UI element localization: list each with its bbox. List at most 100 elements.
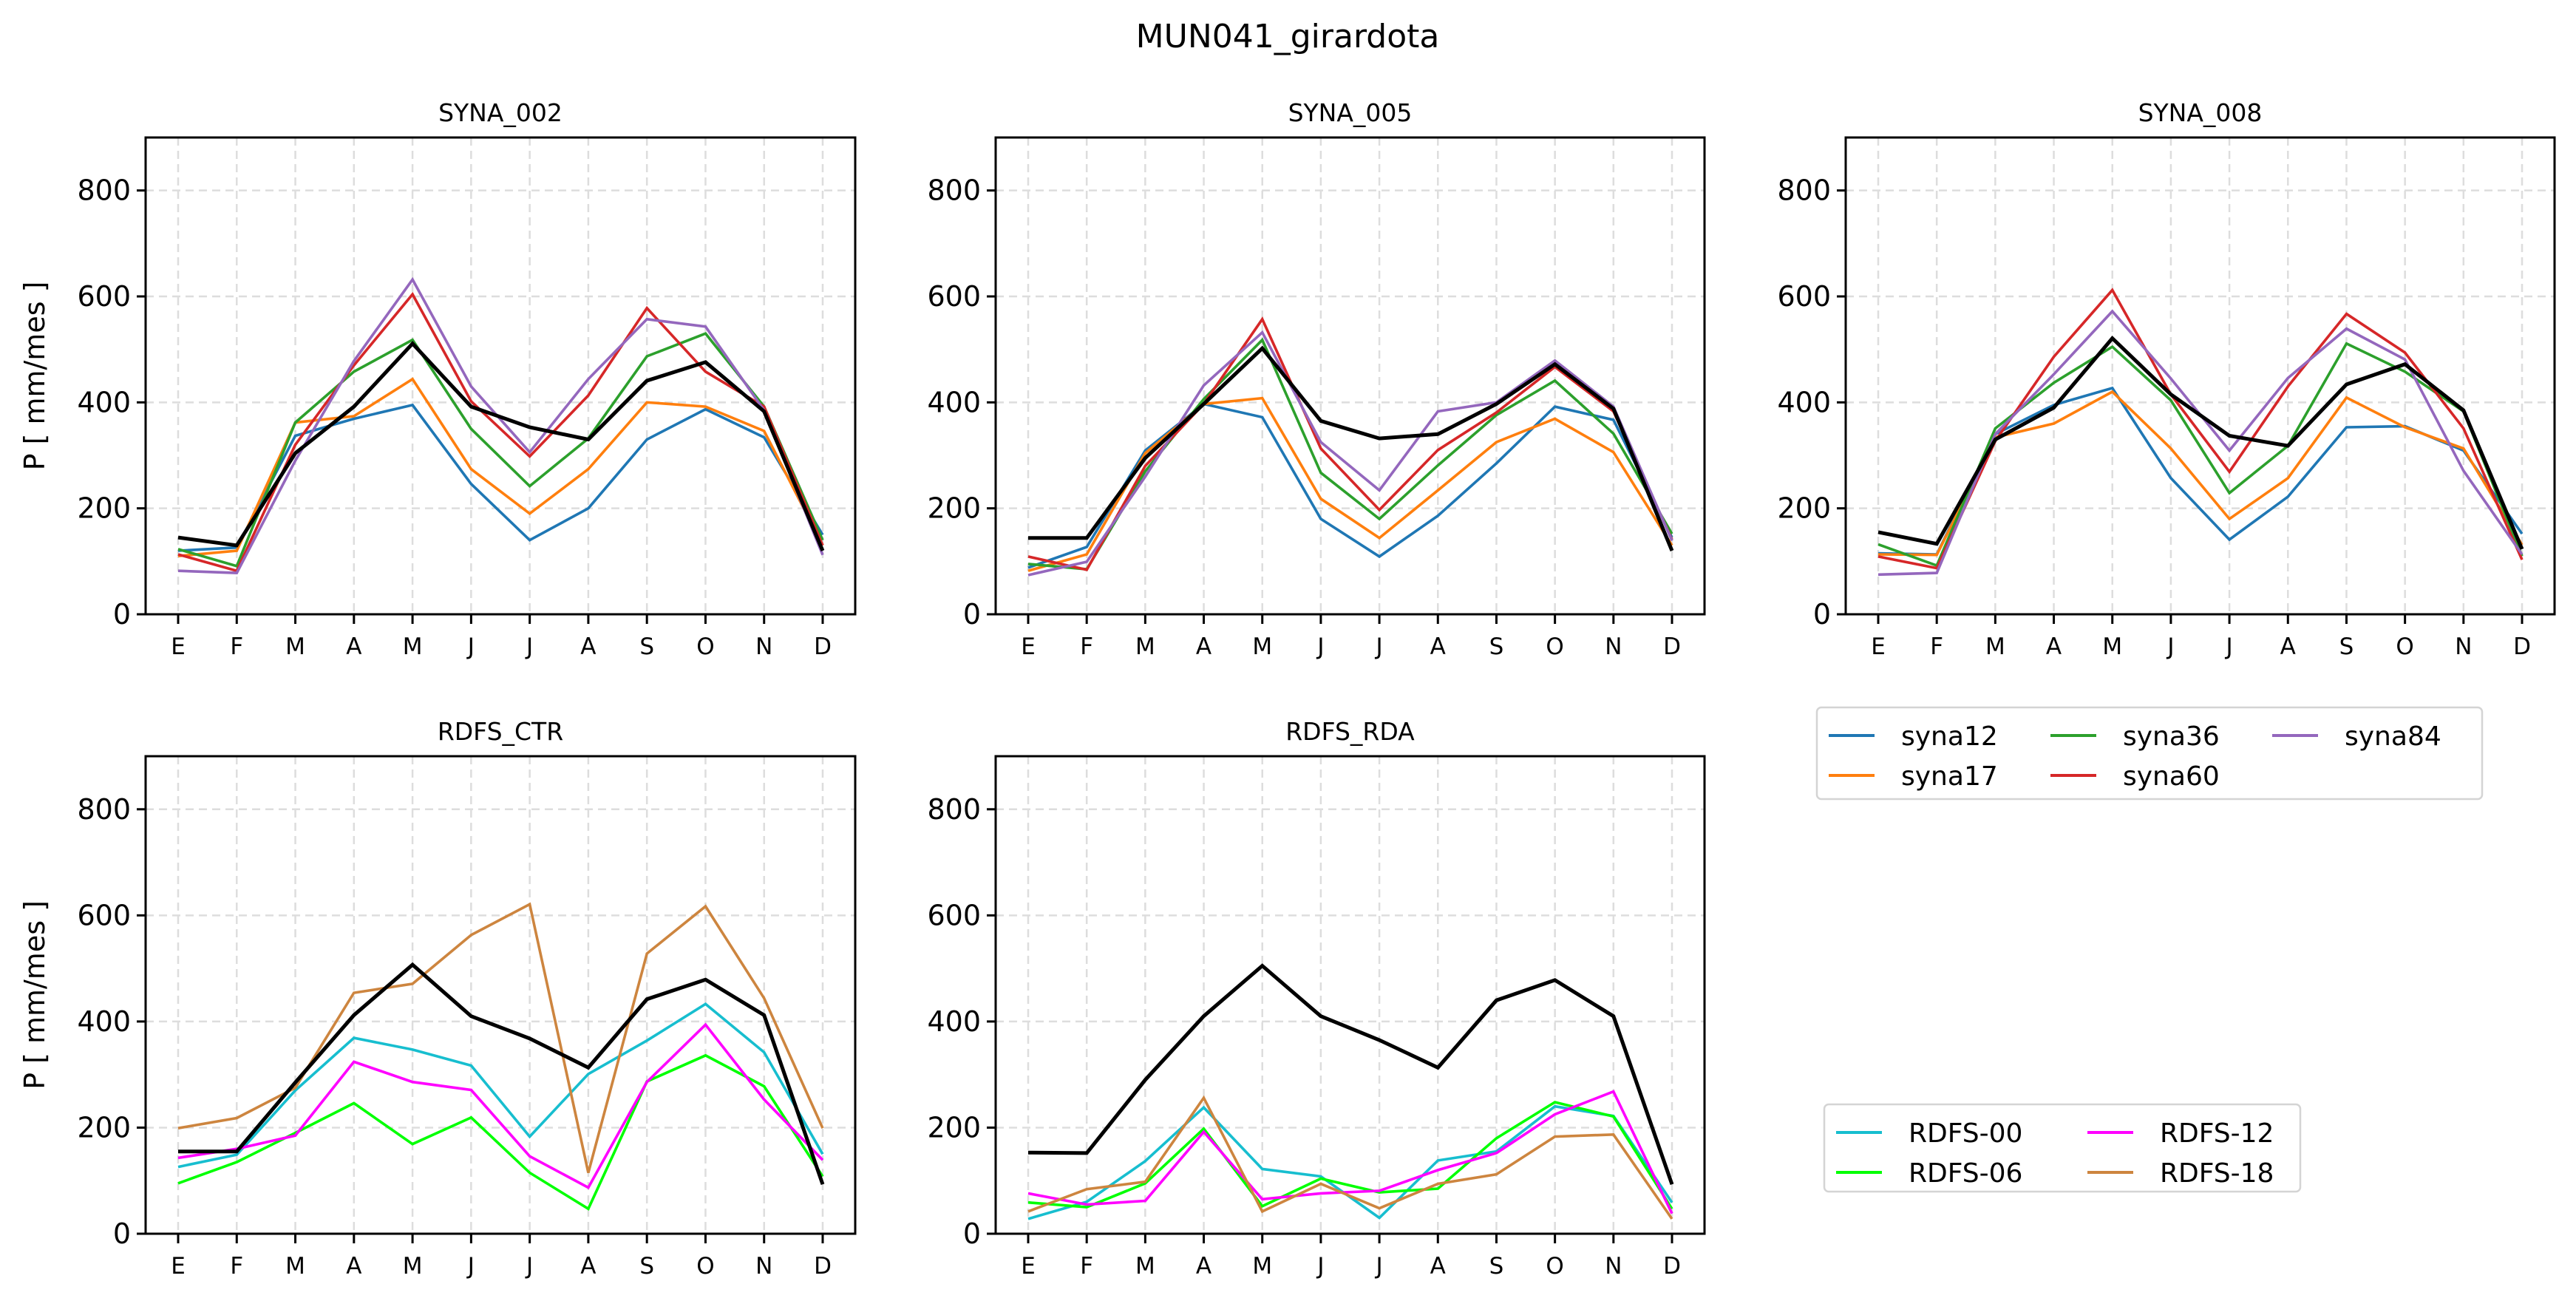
y-tick-label: 0 bbox=[1813, 598, 1831, 631]
legend-label: syna84 bbox=[2345, 721, 2441, 752]
series-line-observed bbox=[1027, 963, 1674, 1186]
axes-frame bbox=[994, 755, 1706, 1235]
y-tick-label: 200 bbox=[77, 492, 131, 525]
series-line-rdfs-06 bbox=[177, 1053, 824, 1211]
x-tick-label: A bbox=[2046, 633, 2062, 660]
x-tick-label: J bbox=[2166, 633, 2174, 660]
y-tick-label: 800 bbox=[927, 174, 981, 207]
legend-frame bbox=[1823, 1103, 2302, 1193]
x-tick-label: D bbox=[1663, 633, 1681, 660]
y-tick-label: 0 bbox=[963, 598, 981, 631]
x-tick-label: A bbox=[346, 633, 361, 660]
y-tick-label: 400 bbox=[927, 1005, 981, 1038]
y-tick-label: 200 bbox=[1777, 492, 1831, 525]
x-tick-label: A bbox=[1196, 1253, 1211, 1280]
x-tick-label: M bbox=[1252, 1253, 1272, 1280]
x-tick-label: E bbox=[1871, 633, 1886, 660]
x-tick-label: D bbox=[2513, 633, 2531, 660]
y-tick-label: 200 bbox=[927, 1111, 981, 1144]
x-tick-label: A bbox=[580, 633, 596, 660]
series-line-rdfs-06 bbox=[1027, 1101, 1673, 1210]
x-tick-label: J bbox=[525, 633, 533, 660]
series-line-observed bbox=[177, 341, 825, 551]
series-line-syna12 bbox=[177, 403, 824, 552]
x-tick-label: F bbox=[1080, 633, 1093, 660]
x-tick-label: F bbox=[230, 633, 243, 660]
x-tick-label: J bbox=[1316, 1253, 1324, 1280]
x-tick-label: M bbox=[403, 633, 423, 660]
series-line-syna36 bbox=[1027, 337, 1673, 571]
series-line-syna60 bbox=[1027, 316, 1673, 571]
series-line-rdfs-18 bbox=[177, 902, 824, 1173]
legend-entry: syna60 bbox=[2050, 761, 2220, 792]
x-tick-label: N bbox=[755, 1253, 772, 1280]
x-tick-label: J bbox=[2225, 633, 2233, 660]
subplot-title: SYNA_002 bbox=[438, 98, 563, 127]
y-tick-label: 600 bbox=[1777, 280, 1831, 313]
x-tick-label: F bbox=[1930, 633, 1943, 660]
y-tick-label: 800 bbox=[77, 793, 131, 826]
axes-frame bbox=[994, 136, 1706, 616]
y-axis-label: P [ mm/mes ] bbox=[18, 282, 51, 471]
x-tick-label: M bbox=[285, 633, 305, 660]
y-tick-label: 800 bbox=[1777, 174, 1831, 207]
x-tick-label: O bbox=[2396, 633, 2413, 660]
x-tick-label: M bbox=[2102, 633, 2122, 660]
x-tick-label: M bbox=[1135, 1253, 1155, 1280]
x-tick-label: M bbox=[285, 1253, 305, 1280]
y-tick-label: 0 bbox=[113, 1217, 131, 1250]
x-tick-label: J bbox=[1375, 633, 1383, 660]
series-line-syna12 bbox=[1027, 402, 1673, 569]
x-tick-label: F bbox=[230, 1253, 243, 1280]
y-axis-label: P [ mm/mes ] bbox=[18, 900, 51, 1090]
x-tick-label: E bbox=[171, 1253, 186, 1280]
x-tick-label: M bbox=[1985, 633, 2005, 660]
subplot-rdfs_ctr: RDFS_CTR 0 200 400 600 800 E F M A M J J A S O N D P [ mm/… bbox=[18, 717, 857, 1280]
series-line-syna84 bbox=[177, 276, 824, 574]
axes-frame bbox=[144, 755, 857, 1235]
x-tick-label: J bbox=[466, 1253, 475, 1280]
y-tick-label: 600 bbox=[927, 280, 981, 313]
x-tick-label: J bbox=[1375, 1253, 1383, 1280]
legend-entry: RDFS-12 bbox=[2087, 1118, 2274, 1149]
legend-entry: syna84 bbox=[2272, 721, 2441, 752]
legend-label: RDFS-06 bbox=[1909, 1158, 2022, 1189]
x-tick-label: M bbox=[403, 1253, 423, 1280]
x-tick-label: A bbox=[1196, 633, 1211, 660]
y-tick-label: 800 bbox=[927, 793, 981, 826]
x-tick-label: N bbox=[755, 633, 772, 660]
x-tick-label: M bbox=[1135, 633, 1155, 660]
x-tick-label: D bbox=[814, 1253, 832, 1280]
legend-label: syna36 bbox=[2123, 721, 2220, 752]
x-tick-label: D bbox=[814, 633, 832, 660]
legend-entry: syna36 bbox=[2050, 721, 2220, 752]
subplot-syna_005: SYNA_005 0 200 400 600 800 E F M A M J J A S O N D bbox=[927, 98, 1706, 660]
x-tick-label: S bbox=[1489, 1253, 1504, 1280]
x-tick-label: N bbox=[1605, 633, 1622, 660]
series-line-syna36 bbox=[1877, 342, 2524, 568]
x-tick-label: E bbox=[1021, 633, 1036, 660]
series-line-syna60 bbox=[177, 291, 824, 573]
legend-entry: RDFS-18 bbox=[2087, 1158, 2274, 1189]
series-line-rdfs-12 bbox=[177, 1022, 824, 1190]
series-line-syna36 bbox=[177, 332, 824, 568]
legend-label: RDFS-00 bbox=[1909, 1118, 2022, 1149]
series-line-observed bbox=[1877, 335, 2524, 550]
x-tick-label: S bbox=[639, 1253, 654, 1280]
axes-frame bbox=[1844, 136, 2556, 616]
axes-frame bbox=[144, 136, 857, 616]
x-tick-label: A bbox=[1430, 1253, 1446, 1280]
x-tick-label: A bbox=[2280, 633, 2296, 660]
series-line-syna60 bbox=[1877, 288, 2524, 570]
y-tick-label: 0 bbox=[963, 1217, 981, 1250]
legend-label: syna17 bbox=[1901, 761, 1998, 792]
x-tick-label: A bbox=[346, 1253, 361, 1280]
y-tick-label: 600 bbox=[77, 280, 131, 313]
legend-entry: syna17 bbox=[1829, 761, 1998, 792]
x-tick-label: N bbox=[2455, 633, 2472, 660]
y-tick-label: 800 bbox=[77, 174, 131, 207]
y-tick-label: 400 bbox=[77, 1005, 131, 1038]
x-tick-label: J bbox=[525, 1253, 533, 1280]
y-tick-label: 400 bbox=[77, 386, 131, 418]
x-tick-label: A bbox=[1430, 633, 1446, 660]
